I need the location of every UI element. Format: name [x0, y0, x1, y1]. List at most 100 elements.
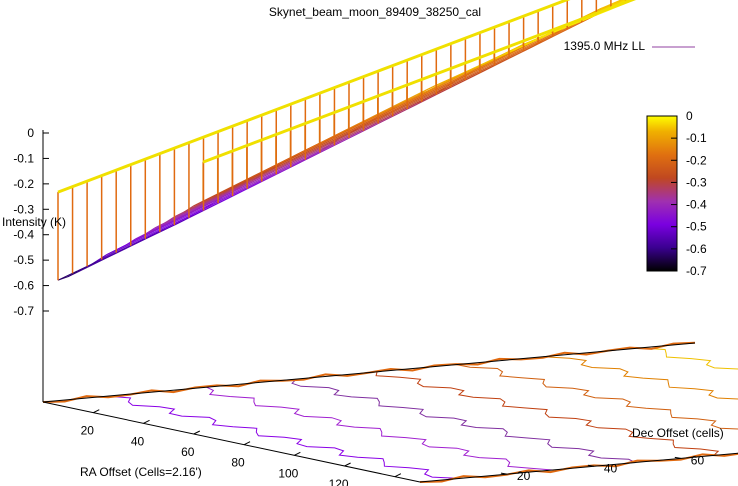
surface-wire-y [406, 94, 427, 106]
z-tick-label: -0.3 [13, 202, 34, 216]
surface-wire-y [232, 181, 253, 193]
y-tick-label: 40 [604, 461, 618, 475]
surface-wire-y [319, 133, 340, 144]
contour-line [206, 386, 553, 471]
surface-wire-y [222, 190, 243, 202]
surface-wire-y [270, 158, 291, 170]
chart-title: Skynet_beam_moon_89409_38250_cal [269, 5, 481, 19]
surface-wire-y [494, 54, 515, 65]
surface-wire-y [377, 113, 398, 125]
surface-wire-y [300, 152, 321, 163]
surface-wire-y [144, 224, 165, 236]
edge-ridge [202, 0, 637, 164]
surface-wire-y [493, 49, 514, 60]
surface-wire-y [503, 46, 524, 58]
axis-line [419, 452, 738, 483]
axes: 20406080100120140204060801001201400-0.1-… [13, 126, 738, 486]
surface-wire-y [435, 76, 456, 86]
colorbar-ticks: 0 -0.1 -0.2 -0.3 -0.4 -0.5 -0.6 -0.7 [671, 109, 707, 278]
edge-ridge [57, 0, 571, 194]
z-tick-label: -0.5 [13, 253, 34, 267]
surface-wire-y [445, 76, 466, 88]
colorbar-tick-label: -0.6 [686, 242, 707, 256]
surface-wire-y [86, 257, 107, 268]
contour-line [543, 356, 738, 400]
surface-wire-y [416, 94, 437, 105]
surface-wire-y [387, 104, 408, 116]
surface-wire-y [231, 177, 252, 189]
y-tick [500, 472, 508, 475]
surface-wire-y [183, 201, 204, 213]
surface-wire-y [270, 162, 291, 174]
surface-wire-y [96, 250, 117, 262]
surface-wire-y [115, 241, 136, 252]
surface-wire-y [455, 74, 476, 86]
y-tick-label: 60 [691, 453, 705, 467]
surface-wire-y [522, 35, 543, 46]
surface-wire-y [106, 247, 127, 259]
legend-label: 1395.0 MHz LL [564, 39, 646, 53]
axis-line [42, 342, 696, 403]
surface-wire-y [183, 204, 204, 215]
surface-wire-y [436, 84, 456, 96]
x-tick [143, 419, 150, 424]
surface-wire-y [144, 228, 165, 239]
colorbar-tick-label: -0.7 [686, 264, 707, 278]
surface-wire-y [435, 83, 456, 94]
surface-wire-y [416, 92, 437, 104]
surface-wire-y [183, 210, 204, 221]
surface-wire-y [339, 132, 359, 144]
surface-wire-y [212, 192, 233, 204]
surface-wire-y [270, 159, 291, 171]
colorbar-tick-label: -0.3 [686, 175, 707, 189]
surface-wire-y [300, 150, 321, 162]
z-tick-label: -0.2 [13, 177, 34, 191]
x-tick-label: 20 [81, 424, 95, 438]
contour-line [375, 371, 720, 456]
surface-wire-y [445, 74, 466, 85]
colorbar-tick-label: -0.4 [686, 198, 707, 212]
contour-line [291, 378, 636, 463]
surface-wire-y [145, 229, 165, 240]
surface-wire-y [474, 63, 495, 75]
surface-wire-y [328, 129, 349, 141]
surface-wire-y [212, 191, 233, 203]
x-tick [394, 473, 402, 478]
surface-wire-y [416, 86, 437, 97]
surface-wire-y [348, 121, 369, 132]
surface-wire-y [290, 150, 311, 161]
surface-wire-y [610, 0, 624, 6]
surface-wire-y [474, 65, 495, 76]
surface-wire-y [280, 161, 301, 173]
colorbar-tick-label: -0.2 [686, 153, 707, 167]
surface-wire-y [377, 112, 398, 123]
axis-line [42, 401, 421, 483]
colorbar: 0 -0.1 -0.2 -0.3 -0.4 -0.5 -0.6 -0.7 [646, 109, 707, 278]
surface-wire-y [212, 188, 233, 200]
surface-wire-y [464, 65, 485, 77]
surface-wire-y [397, 103, 418, 115]
surface-wire-y [57, 270, 78, 281]
surface-wire-y [329, 134, 350, 146]
surface-wire-y [387, 101, 408, 113]
surface-wire-y [319, 141, 340, 152]
surface-wire-y [125, 238, 146, 249]
surface-wire-y [125, 237, 146, 249]
surface-wire-y [125, 234, 146, 246]
surface-wire-y [183, 208, 204, 220]
surface-wire-y [552, 26, 573, 38]
surface-wire-y [154, 221, 175, 233]
x-tick [294, 451, 301, 456]
surface-wire-y [503, 47, 524, 59]
y-tick-label: 20 [517, 469, 531, 483]
surface-wire-y [290, 151, 311, 163]
surface-wire-y [203, 200, 224, 212]
surface-wire-y [329, 130, 349, 142]
surface-wire-y [174, 212, 194, 223]
surface-wire-y [533, 36, 553, 47]
surface-wire-y [435, 77, 456, 88]
surface-wire-y [290, 152, 311, 164]
surface-wire-y [299, 142, 320, 154]
x-tick [243, 441, 251, 446]
x-tick-label: 80 [231, 456, 245, 470]
